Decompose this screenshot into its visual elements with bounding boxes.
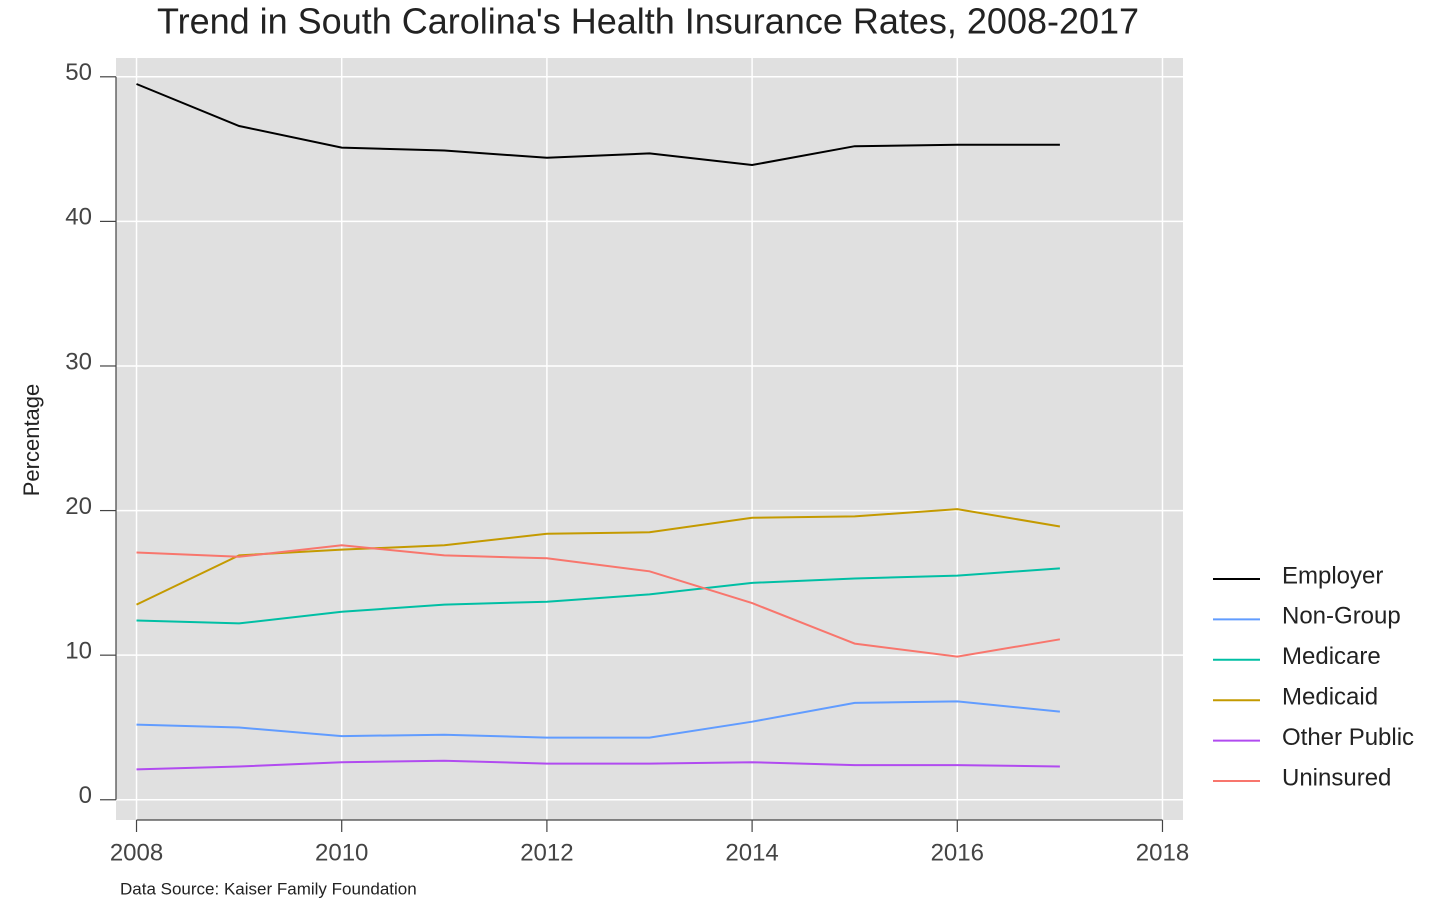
caption: Data Source: Kaiser Family Foundation xyxy=(120,879,417,898)
legend-label: Non-Group xyxy=(1282,603,1401,630)
series-line xyxy=(136,567,1060,625)
series-line xyxy=(136,544,1061,658)
series-line xyxy=(136,83,1060,167)
y-tick-label: 30 xyxy=(65,348,92,375)
x-tick-label: 2014 xyxy=(725,839,778,866)
y-tick-label: 50 xyxy=(65,59,92,86)
legend-label: Medicare xyxy=(1282,643,1381,670)
legend-label: Uninsured xyxy=(1282,764,1391,791)
x-tick-label: 2018 xyxy=(1136,839,1189,866)
series-line xyxy=(136,700,1060,739)
y-tick-label: 0 xyxy=(79,782,92,809)
chart-title: Trend in South Carolina's Health Insuran… xyxy=(157,1,1139,42)
x-tick-label: 2016 xyxy=(931,839,984,866)
x-tick-label: 2008 xyxy=(110,839,163,866)
series-line xyxy=(136,508,1061,606)
y-tick-label: 40 xyxy=(65,204,92,231)
y-tick-label: 10 xyxy=(65,638,92,665)
y-tick-label: 20 xyxy=(65,493,92,520)
x-tick-label: 2010 xyxy=(315,839,368,866)
legend-label: Medicaid xyxy=(1282,684,1378,711)
y-axis-label: Percentage xyxy=(19,384,44,497)
legend-label: Employer xyxy=(1282,562,1383,589)
plot-background xyxy=(116,58,1183,820)
legend-label: Other Public xyxy=(1282,724,1414,751)
x-tick-label: 2012 xyxy=(520,839,573,866)
series-line xyxy=(136,759,1060,771)
